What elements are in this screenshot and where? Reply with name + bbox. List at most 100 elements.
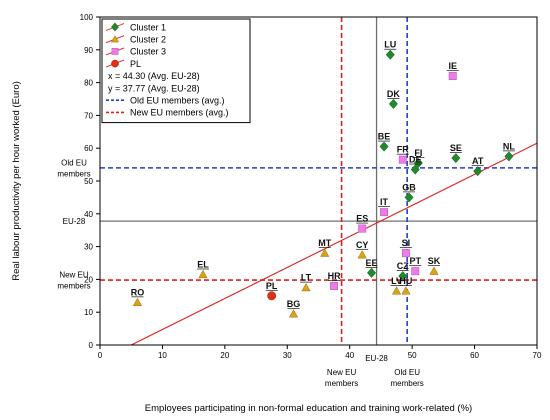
point-pl — [267, 291, 277, 301]
point-label-be: BE — [378, 132, 391, 142]
point-lu — [385, 49, 395, 60]
x-tick-label-20: 20 — [220, 351, 229, 360]
point-label-gb: GB — [402, 182, 416, 192]
y-ref-label-line-0-0: Old EU — [61, 158, 87, 167]
x-ref-label-line-0-1: members — [325, 379, 358, 388]
point-si — [401, 249, 410, 258]
point-label-pl: PL — [266, 281, 278, 291]
x-ref-label-line-1-0: EU-28 — [365, 354, 388, 363]
legend-item-2: Cluster 3 — [130, 47, 166, 57]
legend-symbol-0 — [111, 22, 119, 32]
point-sk — [429, 266, 439, 275]
y-ref-label-line-0-1: members — [57, 169, 90, 178]
x-tick-label-50: 50 — [408, 351, 417, 360]
point-cy — [357, 250, 367, 259]
legend-item-5: y = 37.77 (Avg. EU-28) — [108, 83, 200, 93]
legend-item-7: New EU members (avg.) — [130, 108, 229, 118]
x-tick-label-30: 30 — [283, 351, 292, 360]
y-tick-label-40: 40 — [84, 210, 93, 219]
point-label-fr: FR — [397, 145, 409, 155]
regression-layer — [130, 142, 538, 346]
legend-layer: Cluster 1 Cluster 2 Cluster 3 PL x = 44.30 (… — [101, 18, 251, 124]
y-tick-label-10: 10 — [84, 308, 93, 317]
points-layer — [132, 49, 514, 318]
legend-item-4: x = 44.30 (Avg. EU-28) — [108, 71, 200, 81]
legend-box — [101, 18, 251, 124]
point-pt — [411, 267, 420, 276]
point-gb — [404, 192, 414, 203]
point-es — [358, 224, 367, 233]
y-tick-label-30: 30 — [84, 243, 93, 252]
point-se — [451, 152, 461, 164]
point-bg — [288, 309, 299, 318]
legend-symbol-3 — [111, 59, 119, 68]
legend-item-0: Cluster 1 — [130, 22, 166, 32]
x-ref-label-line-2-1: members — [390, 379, 423, 388]
y-tick-label-50: 50 — [84, 177, 93, 186]
regression-line — [130, 142, 538, 346]
point-de — [410, 164, 420, 175]
point-label-mt: MT — [318, 238, 331, 248]
x-ref-label-line-0-0: New EU — [327, 368, 357, 377]
point-label-ee: EE — [366, 258, 378, 268]
point-lt — [301, 282, 311, 292]
point-label-hr: HR — [328, 271, 341, 281]
x-tick-label-40: 40 — [345, 351, 354, 360]
point-label-lt: LT — [301, 273, 312, 283]
y-ref-label-0: Old EU members — [57, 158, 90, 178]
y-tick-label-60: 60 — [84, 144, 93, 153]
point-fi — [413, 157, 423, 169]
point-label-el: EL — [197, 259, 209, 269]
point-label-bg: BG — [287, 299, 301, 309]
y-ref-label-line-2-0: New EU — [59, 271, 89, 280]
point-ie — [448, 72, 457, 80]
point-label-lu: LU — [384, 40, 396, 50]
point-cz — [398, 271, 408, 282]
y-tick-label-70: 70 — [84, 111, 93, 120]
legend-item-6: Old EU members (avg.) — [130, 96, 225, 106]
x-tick-label-60: 60 — [470, 351, 479, 360]
axes-layer: 0 10 20 30 40 50 60 70 0 10 20 30 40 50 60 70 80 90 100 Old… — [11, 13, 542, 414]
y-axis-title: Real labour productivity per hour worked… — [11, 81, 22, 281]
y-ref-label-line-1-0: EU-28 — [63, 217, 86, 226]
point-label-sk: SK — [428, 256, 441, 266]
x-tick-label-70: 70 — [533, 351, 542, 360]
point-label-cy: CY — [356, 240, 369, 250]
y-ref-label-line-2-1: members — [57, 282, 90, 291]
point-label-cz: CZ — [397, 261, 409, 271]
legend-symbol-1 — [110, 35, 120, 43]
point-label-es: ES — [356, 214, 368, 224]
point-hr — [330, 282, 339, 290]
x-ref-label-2: Old EU members — [390, 368, 423, 388]
point-label-lv: LV — [391, 276, 402, 286]
x-axis-title: Employees participating in non-formal ed… — [145, 403, 472, 414]
point-ee — [367, 267, 377, 278]
point-label-it: IT — [380, 197, 389, 207]
point-label-at: AT — [472, 156, 484, 166]
legend-symbol-2 — [111, 48, 119, 55]
point-hu — [401, 286, 411, 295]
y-tick-label-80: 80 — [84, 79, 93, 88]
legend-item-3: PL — [130, 59, 141, 69]
x-ref-label-line-2-0: Old EU — [394, 368, 420, 377]
y-ref-label-2: New EU members — [57, 271, 90, 291]
point-label-pt: PT — [410, 256, 422, 266]
y-tick-label-20: 20 — [84, 275, 93, 284]
point-dk — [388, 98, 398, 109]
point-it — [380, 208, 389, 217]
point-label-ro: RO — [131, 287, 145, 297]
x-tick-label-0: 0 — [98, 351, 103, 360]
y-tick-label-90: 90 — [84, 46, 93, 55]
point-at — [473, 166, 483, 177]
point-ro — [132, 297, 143, 306]
point-be — [379, 141, 389, 152]
point-label-se: SE — [450, 143, 462, 153]
y-tick-label-0: 0 — [89, 341, 94, 350]
point-label-fi: FI — [414, 148, 422, 158]
x-ref-label-0: New EU members — [325, 368, 358, 388]
x-tick-label-10: 10 — [158, 351, 167, 360]
point-label-nl: NL — [503, 141, 515, 151]
